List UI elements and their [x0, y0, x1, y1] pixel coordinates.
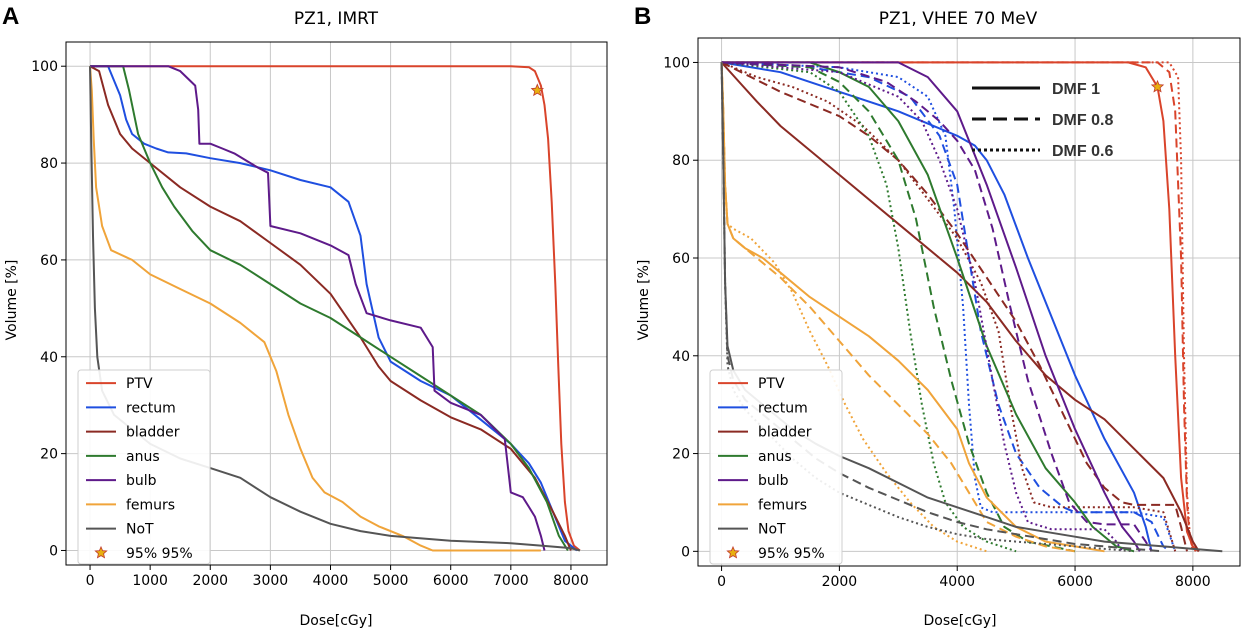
series-line-not-dmf-0-6: [720, 62, 1135, 553]
series-line-bulb-dmf-0-6: [721, 61, 1124, 552]
legend-label: anus: [758, 449, 792, 465]
series-line-anus-dmf-0-8: [721, 61, 1076, 553]
y-axis-label: Volume [%]: [4, 260, 20, 341]
series-line-bladder: [89, 65, 572, 551]
dmf-label: DMF 0.8: [1052, 112, 1113, 129]
series-line-femurs: [720, 62, 1105, 553]
y-tick-label: 40: [40, 350, 58, 366]
legend-label: anus: [126, 449, 160, 465]
plot-area: 0 1000 2000 3000 4000 5000 6000 7000 8000 0 20 40 60…: [31, 41, 608, 589]
panel-letter: B: [634, 3, 651, 30]
x-tick-label: 2000: [822, 574, 858, 590]
dmf-legend: DMF 1 DMF 0.8 DMF 0.6: [972, 81, 1113, 160]
chart-title: PZ1, IMRT: [294, 9, 379, 29]
legend-label: PTV: [758, 376, 785, 392]
y-tick-label: 80: [40, 156, 58, 172]
curves: [89, 65, 581, 552]
dmf-label: DMF 0.6: [1052, 143, 1113, 160]
series-line-anus: [90, 65, 569, 552]
legend-label: NoT: [126, 522, 154, 538]
y-tick-label: 20: [672, 447, 690, 463]
series-line-not-dmf-0-8: [720, 62, 1164, 553]
series-line-not: [720, 62, 1223, 553]
series-line-bladder-dmf-0-8: [721, 61, 1188, 552]
x-tick-label: 0: [86, 573, 95, 589]
series-line-femurs: [89, 66, 541, 552]
curves: [720, 61, 1223, 553]
series-line-ptv-dmf-0-6: [721, 61, 1194, 552]
x-tick-label: 6000: [1057, 574, 1093, 590]
x-tick-label: 8000: [1175, 574, 1211, 590]
legend-label: femurs: [758, 497, 807, 513]
y-tick-label: 0: [49, 543, 58, 559]
series-line-anus: [721, 61, 1135, 553]
x-tick-label: 3000: [253, 573, 289, 589]
y-tick-label: 60: [672, 251, 690, 267]
panel-letter: A: [2, 3, 19, 30]
y-tick-label: 100: [663, 55, 690, 71]
legend: PTV rectum bladder anus bulb femurs NoT 95% 95%: [709, 369, 843, 565]
axes-frame: [697, 37, 1241, 567]
series-line-rectum-dmf-0-8: [721, 61, 1170, 553]
y-tick-label: 80: [672, 153, 690, 169]
marker-95-95: [530, 83, 544, 97]
series-line-rectum: [721, 61, 1153, 552]
legend-star-icon: [94, 545, 108, 559]
legend-label: NoT: [758, 522, 786, 538]
series-line-femurs-dmf-0-6: [720, 62, 988, 553]
legend-box: [709, 369, 843, 565]
x-axis-label: Dose[cGy]: [923, 613, 996, 629]
legend-box: [77, 369, 211, 565]
legend-label: bulb: [126, 473, 157, 489]
x-axis-label: Dose[cGy]: [299, 613, 372, 629]
y-tick-label: 40: [672, 349, 690, 365]
axes-frame: [65, 41, 608, 566]
panel-b: B PZ1, VHEE 70 MeV Volume [%] Dose[cGy] …: [634, 3, 1241, 629]
legend-star-icon: [726, 545, 740, 559]
marker-95-95: [1150, 79, 1165, 93]
x-tick-label: 4000: [939, 574, 975, 590]
plot-area: 0 2000 4000 6000 8000 0 20 40 60 80 100 PTV rectum bl…: [663, 37, 1241, 590]
series-line-bulb: [90, 65, 546, 551]
series-line-ptv: [90, 65, 581, 552]
series-line-rectum-dmf-0-6: [721, 61, 1177, 552]
legend-label: bladder: [126, 425, 180, 441]
y-tick-label: 0: [681, 544, 690, 560]
y-tick-label: 20: [40, 447, 58, 463]
x-tick-label: 7000: [493, 573, 529, 589]
y-tick-label: 60: [40, 253, 58, 269]
series-line-femurs-dmf-0-8: [720, 62, 1076, 553]
chart-title: PZ1, VHEE 70 MeV: [879, 9, 1038, 29]
panel-a: A PZ1, IMRT Volume [%] Dose[cGy] 0 1000 20…: [2, 3, 608, 629]
y-tick-label: 100: [31, 59, 58, 75]
legend-label: rectum: [126, 400, 176, 416]
legend-label: 95% 95%: [126, 546, 193, 562]
legend-label: bulb: [758, 473, 789, 489]
x-tick-label: 2000: [192, 573, 228, 589]
series-line-bulb: [721, 61, 1141, 552]
dmf-label: DMF 1: [1052, 81, 1100, 98]
legend: PTV rectum bladder anus bulb femurs NoT 95% 95%: [77, 369, 211, 565]
x-tick-label: 8000: [553, 573, 589, 589]
x-tick-label: 6000: [433, 573, 469, 589]
series-line-not: [89, 66, 581, 552]
series-line-bladder: [720, 61, 1200, 552]
legend-label: bladder: [758, 425, 812, 441]
x-tick-label: 0: [717, 574, 726, 590]
x-tick-label: 5000: [373, 573, 409, 589]
y-axis-label: Volume [%]: [636, 260, 652, 341]
legend-label: PTV: [126, 376, 153, 392]
series-line-ptv-dmf-0-8: [721, 61, 1197, 552]
series-line-bulb-dmf-0-8: [721, 61, 1153, 552]
legend-label: rectum: [758, 400, 808, 416]
x-tick-label: 4000: [313, 573, 349, 589]
legend-label: 95% 95%: [758, 546, 825, 562]
legend-label: femurs: [126, 497, 175, 513]
x-tick-label: 1000: [132, 573, 168, 589]
